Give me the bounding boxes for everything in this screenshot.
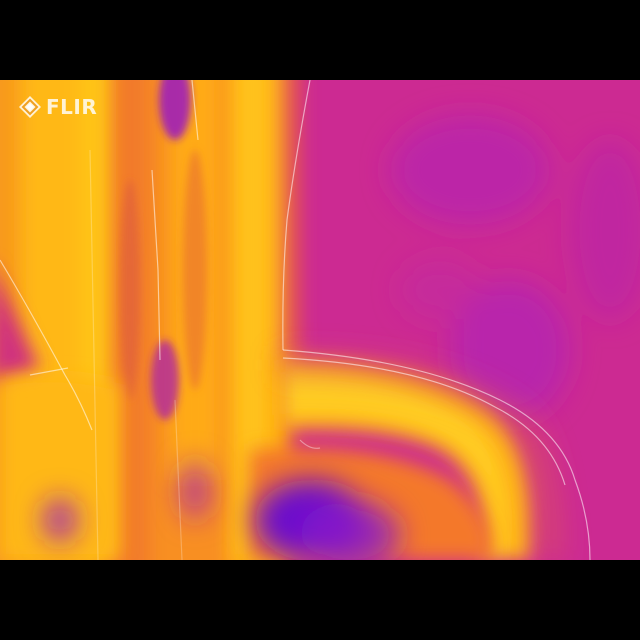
cool-streaks [120, 80, 207, 420]
flir-diamond-logo-icon [19, 96, 41, 118]
edge-lines [0, 80, 591, 560]
flir-logo: FLIR [18, 93, 97, 121]
rim-glow [280, 354, 560, 560]
hot-rim [0, 360, 532, 560]
left-cool-wedge [0, 282, 40, 378]
cold-spot [44, 460, 400, 560]
thermal-image [0, 80, 640, 560]
cool-wall-patches [390, 115, 640, 420]
flir-brand-text: FLIR [46, 95, 98, 119]
